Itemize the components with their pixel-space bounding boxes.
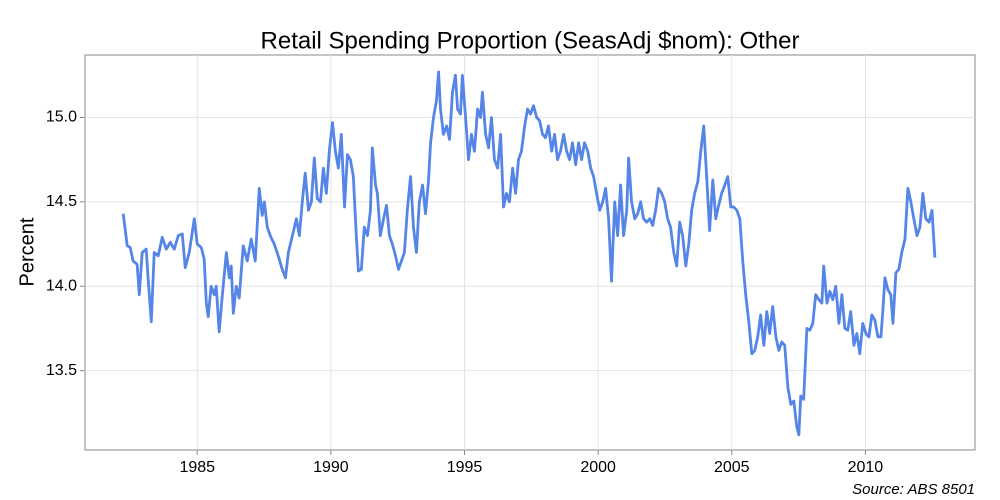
x-tick-label: 1985 bbox=[179, 459, 215, 476]
x-tick-label: 2010 bbox=[848, 459, 884, 476]
y-tick-label: 14.5 bbox=[46, 193, 77, 210]
marks bbox=[121, 70, 937, 437]
y-tick-label: 13.5 bbox=[46, 362, 77, 379]
chart-title: Retail Spending Proportion (SeasAdj $nom… bbox=[261, 27, 800, 54]
caption: Source: ABS 8501 bbox=[852, 481, 975, 498]
y-tick-label: 14.0 bbox=[46, 277, 77, 294]
x-tick-label: 1995 bbox=[447, 459, 483, 476]
y-axis-label: Percent bbox=[16, 217, 38, 286]
y-tick-label: 15.0 bbox=[46, 109, 77, 126]
x-tick-label: 2000 bbox=[580, 459, 616, 476]
x-tick-label: 2005 bbox=[714, 459, 750, 476]
plot-area bbox=[84, 54, 976, 451]
line-series bbox=[121, 70, 937, 437]
x-tick-label: 1990 bbox=[313, 459, 349, 476]
